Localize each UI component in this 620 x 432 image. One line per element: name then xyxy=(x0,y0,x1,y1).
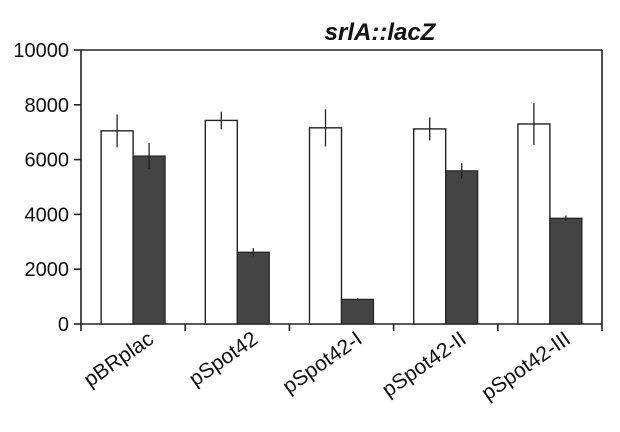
y-tick-label: 0 xyxy=(58,314,69,336)
x-category-label: pBRplac xyxy=(80,327,158,391)
bar-white xyxy=(100,130,134,325)
bar-white xyxy=(204,119,239,325)
bar-white xyxy=(517,123,551,325)
x-category-label: pSpot42-III xyxy=(477,327,574,405)
bar-dark xyxy=(549,217,583,325)
y-tick-label: 10000 xyxy=(13,40,69,62)
bars xyxy=(100,103,583,325)
y-axis: 0 2000 4000 6000 8000 10000 xyxy=(13,40,603,336)
chart-title: srlA::lacZ xyxy=(325,19,437,46)
x-category-label: pSpot42 xyxy=(185,327,262,391)
bar-dark xyxy=(340,298,375,325)
y-tick-label: 6000 xyxy=(25,150,70,172)
y-tick-label: 8000 xyxy=(25,95,70,117)
x-category-label: pSpot42-I xyxy=(279,327,367,398)
bar-dark xyxy=(445,170,479,325)
bar-white xyxy=(413,128,447,325)
x-category-label: pSpot42-II xyxy=(378,327,471,401)
bar-white xyxy=(308,127,343,325)
y-tick-label: 2000 xyxy=(25,259,70,281)
x-axis: pBRplac pSpot42 pSpot42-I pSpot42-II pSpot42… xyxy=(80,323,603,405)
bar-dark xyxy=(236,251,270,325)
y-tick-label: 4000 xyxy=(25,204,70,226)
bar-dark xyxy=(132,155,166,325)
